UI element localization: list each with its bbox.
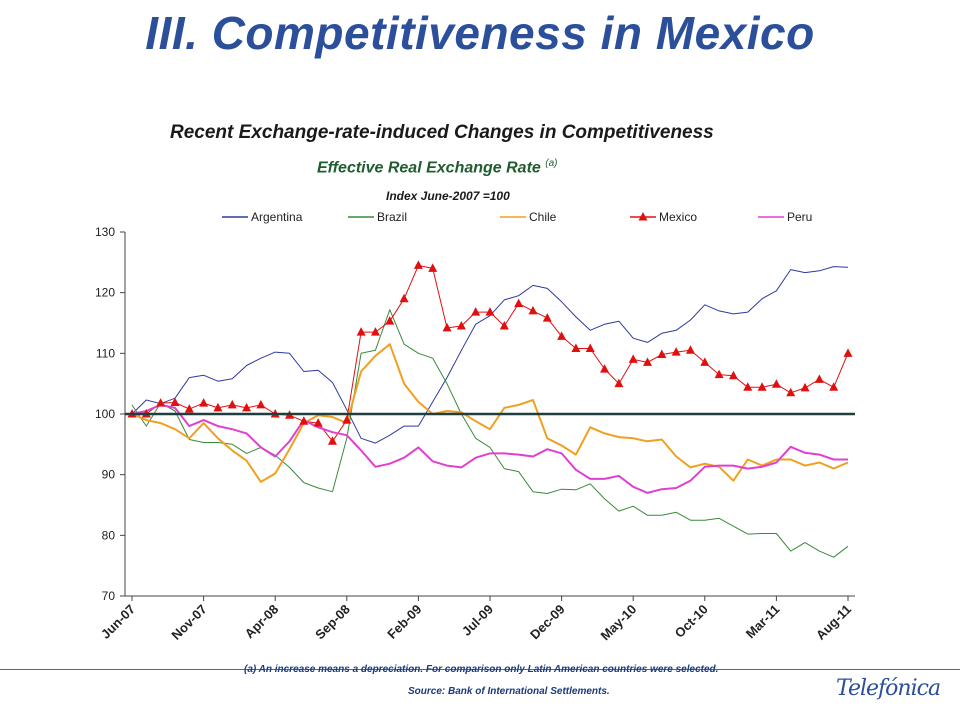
mexico-point	[557, 331, 567, 340]
mexico-point	[313, 418, 323, 427]
mexico-point	[600, 364, 610, 373]
mexico-point	[342, 415, 352, 424]
mexico-point	[685, 345, 695, 354]
mexico-point	[256, 399, 266, 409]
mexico-point	[657, 349, 667, 359]
chart-subtitle: Effective Real Exchange Rate (a)	[317, 158, 558, 177]
mexico-point	[413, 260, 423, 269]
mexico-point	[585, 343, 595, 352]
y-tick-label: 70	[102, 589, 116, 603]
mexico-point	[199, 398, 209, 407]
mexico-point	[327, 436, 337, 445]
x-tick-label: Nov-07	[168, 602, 209, 643]
mexico-point	[700, 357, 710, 366]
mexico-point	[786, 387, 796, 397]
mexico-point	[385, 316, 395, 325]
legend-label-brazil: Brazil	[377, 210, 407, 224]
legend-marker-mexico	[638, 212, 648, 221]
footer-divider	[0, 669, 960, 670]
mexico-point	[399, 293, 409, 303]
mexico-point	[571, 343, 581, 352]
mexico-point	[714, 369, 724, 379]
mexico-point	[800, 382, 810, 392]
x-tick-label: Apr-08	[242, 602, 282, 642]
mexico-point	[499, 321, 509, 330]
mexico-point	[542, 313, 552, 322]
mexico-point	[829, 382, 839, 391]
mexico-point	[170, 397, 180, 406]
legend-label-mexico: Mexico	[659, 210, 697, 224]
series-line-chile	[131, 343, 849, 483]
mexico-point	[299, 416, 309, 425]
chart-subtitle-note: (a)	[545, 158, 558, 169]
mexico-point	[370, 327, 380, 336]
chart-title: Recent Exchange-rate-induced Changes in …	[170, 122, 714, 143]
x-tick-label: May-10	[598, 602, 640, 644]
x-tick-label: Sep-08	[312, 602, 353, 643]
mexico-point	[743, 382, 753, 391]
x-tick-label: Aug-11	[813, 602, 854, 643]
mexico-point	[456, 321, 466, 330]
mexico-point	[514, 298, 524, 308]
chart-index-label: Index June-2007 =100	[386, 189, 510, 203]
mexico-point	[814, 374, 824, 383]
mexico-point	[442, 322, 452, 332]
y-tick-label: 100	[95, 407, 115, 421]
source-note: Source: Bank of International Settlement…	[408, 686, 610, 697]
mexico-point	[156, 398, 166, 407]
mexico-point	[628, 354, 638, 363]
slide-title: III. Competitiveness in Mexico	[145, 7, 815, 59]
mexico-point	[428, 263, 438, 272]
mexico-point	[184, 404, 194, 413]
y-tick-label: 90	[102, 468, 116, 482]
x-tick-label: Mar-11	[743, 602, 783, 642]
legend-label-peru: Peru	[787, 210, 812, 224]
series-line-brazil	[131, 309, 849, 558]
legend-label-chile: Chile	[529, 210, 557, 224]
series-line-argentina	[131, 266, 849, 444]
mexico-point	[485, 307, 495, 316]
mexico-point	[242, 402, 252, 412]
x-tick-label: Jul-09	[459, 602, 496, 639]
mexico-point	[728, 370, 738, 380]
mexico-point	[757, 382, 767, 391]
mexico-point	[356, 327, 366, 336]
x-tick-label: Feb-09	[384, 602, 424, 642]
chart-subtitle-text: Effective Real Exchange Rate	[317, 159, 541, 177]
mexico-point	[671, 347, 681, 356]
mexico-point	[471, 307, 481, 316]
telefonica-logo: Telefónica	[836, 676, 941, 701]
mexico-point	[227, 399, 237, 409]
mexico-point	[213, 402, 223, 412]
mexico-point	[843, 348, 853, 357]
legend-label-argentina: Argentina	[251, 210, 303, 224]
y-tick-label: 130	[95, 225, 115, 239]
x-tick-label: Jun-07	[98, 602, 138, 642]
mexico-point	[643, 357, 653, 366]
y-tick-label: 120	[95, 286, 115, 300]
mexico-point	[528, 305, 538, 315]
x-tick-label: Dec-09	[527, 602, 568, 643]
y-tick-label: 110	[96, 346, 115, 360]
mexico-point	[771, 379, 781, 388]
y-tick-label: 80	[102, 528, 116, 542]
footnote: (a) An increase means a depreciation. Fo…	[244, 664, 719, 675]
x-tick-label: Oct-10	[672, 602, 711, 641]
series-line-peru	[131, 403, 848, 494]
mexico-point	[614, 378, 624, 388]
